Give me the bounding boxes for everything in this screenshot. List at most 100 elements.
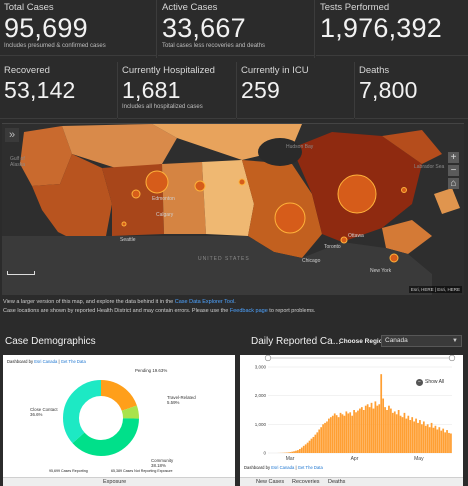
- bar[interactable]: [411, 417, 414, 453]
- bar[interactable]: [372, 408, 375, 453]
- donut-slice-1[interactable]: [63, 380, 139, 456]
- bar[interactable]: [438, 427, 441, 453]
- bar[interactable]: [442, 428, 445, 453]
- esri-canada-link[interactable]: Esri Canada: [271, 465, 295, 470]
- bar[interactable]: [430, 422, 433, 453]
- bar[interactable]: [422, 421, 425, 453]
- bar[interactable]: [384, 407, 386, 453]
- bar[interactable]: [326, 421, 328, 453]
- bar[interactable]: [357, 410, 359, 453]
- get-data-link[interactable]: Get The Data: [60, 359, 86, 364]
- bar[interactable]: [378, 404, 381, 453]
- bar[interactable]: [329, 417, 332, 453]
- bar[interactable]: [287, 452, 290, 453]
- bar[interactable]: [289, 452, 292, 453]
- bar[interactable]: [405, 418, 408, 453]
- bar[interactable]: [424, 425, 427, 453]
- bar[interactable]: [314, 434, 317, 453]
- bar[interactable]: [432, 427, 435, 453]
- bar[interactable]: [345, 411, 348, 453]
- bar[interactable]: [428, 427, 431, 453]
- bar[interactable]: [450, 433, 452, 453]
- bar[interactable]: [391, 412, 394, 453]
- bar[interactable]: [366, 404, 369, 453]
- bar[interactable]: [328, 418, 330, 453]
- bar[interactable]: [331, 415, 334, 453]
- tab-deaths[interactable]: Deaths: [328, 479, 346, 485]
- bar[interactable]: [374, 401, 377, 453]
- bar[interactable]: [341, 414, 344, 453]
- zoom-out-button[interactable]: −: [448, 165, 459, 176]
- bar[interactable]: [322, 424, 324, 453]
- get-data-link[interactable]: Get The Data: [297, 465, 323, 470]
- donut-slice-3[interactable]: [63, 380, 139, 456]
- bar[interactable]: [382, 398, 385, 453]
- bar[interactable]: [337, 417, 340, 453]
- bar[interactable]: [347, 413, 350, 453]
- range-handle-start[interactable]: [264, 355, 272, 362]
- bar[interactable]: [419, 420, 421, 453]
- tab-recoveries[interactable]: Recoveries: [292, 479, 320, 485]
- bar[interactable]: [362, 410, 365, 453]
- bar[interactable]: [403, 412, 406, 453]
- bar[interactable]: [397, 410, 400, 453]
- bar[interactable]: [436, 429, 439, 453]
- bar[interactable]: [293, 451, 295, 453]
- bar[interactable]: [401, 417, 404, 453]
- bar[interactable]: [370, 402, 373, 453]
- bar[interactable]: [360, 407, 363, 453]
- donut-slice-2[interactable]: [63, 380, 139, 456]
- bar[interactable]: [415, 418, 417, 453]
- bar[interactable]: [335, 415, 338, 453]
- bar[interactable]: [386, 410, 388, 453]
- bar[interactable]: [353, 410, 355, 453]
- bar[interactable]: [368, 407, 371, 453]
- bar[interactable]: [351, 415, 354, 453]
- bar[interactable]: [426, 424, 429, 453]
- bar[interactable]: [380, 374, 383, 453]
- bar[interactable]: [390, 408, 392, 453]
- bar[interactable]: [312, 436, 315, 453]
- bar[interactable]: [399, 415, 402, 453]
- bar[interactable]: [393, 411, 396, 453]
- feedback-link[interactable]: Feedback page: [229, 308, 268, 314]
- bar[interactable]: [417, 422, 419, 453]
- bar[interactable]: [407, 415, 410, 453]
- zoom-in-button[interactable]: +: [448, 152, 459, 163]
- bar[interactable]: [324, 422, 326, 453]
- bar[interactable]: [349, 412, 352, 453]
- expand-chevrons-icon[interactable]: »: [5, 128, 19, 142]
- bar[interactable]: [359, 408, 361, 453]
- bar[interactable]: [376, 405, 379, 453]
- bar[interactable]: [446, 430, 448, 453]
- bar[interactable]: [306, 442, 309, 453]
- bar[interactable]: [343, 415, 346, 453]
- bar[interactable]: [310, 438, 313, 453]
- bar[interactable]: [308, 440, 311, 453]
- bar[interactable]: [318, 429, 321, 453]
- bar[interactable]: [364, 405, 367, 453]
- bar[interactable]: [291, 451, 293, 453]
- bar[interactable]: [316, 432, 319, 453]
- case-data-explorer-link[interactable]: Case Data Explorer Tool: [174, 299, 235, 305]
- bar[interactable]: [388, 405, 390, 453]
- bar[interactable]: [298, 448, 301, 453]
- show-all-button[interactable]: − Show All: [416, 379, 444, 386]
- bar[interactable]: [395, 414, 398, 453]
- tab-new-cases[interactable]: New Cases: [256, 479, 285, 485]
- bar[interactable]: [448, 432, 450, 453]
- bar[interactable]: [409, 420, 412, 453]
- bar[interactable]: [355, 412, 357, 453]
- region-select[interactable]: Canada ▼: [381, 335, 462, 347]
- case-map[interactable]: » + − ⌂ Gulf of Alaska Edmonton Calgary …: [2, 123, 464, 295]
- home-icon[interactable]: ⌂: [448, 178, 459, 189]
- bar[interactable]: [339, 412, 342, 453]
- tab-exposure[interactable]: Exposure: [103, 479, 127, 485]
- bar[interactable]: [333, 413, 336, 453]
- bar[interactable]: [297, 450, 299, 453]
- bar[interactable]: [421, 424, 423, 453]
- bar[interactable]: [320, 427, 323, 453]
- bar[interactable]: [302, 445, 305, 453]
- bar[interactable]: [295, 450, 297, 453]
- bar[interactable]: [444, 432, 446, 453]
